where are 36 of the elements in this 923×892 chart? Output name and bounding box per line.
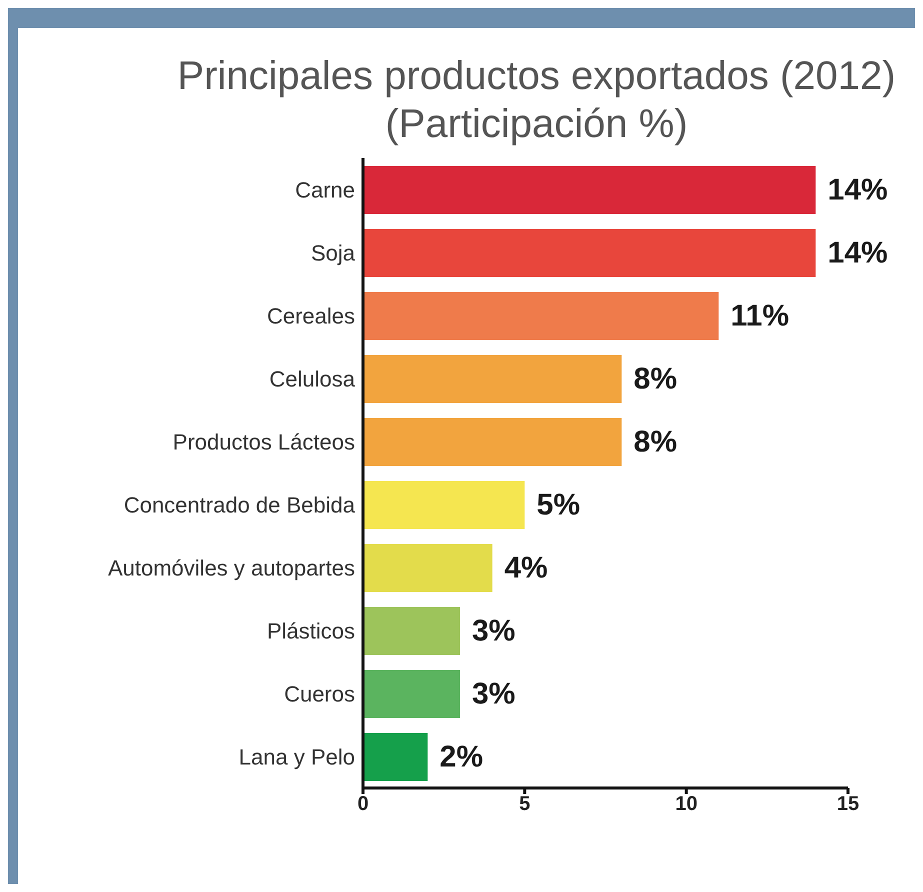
data-label: 5%	[536, 488, 580, 522]
y-tick-label: Carne	[295, 177, 355, 202]
y-tick-label: Plásticos	[266, 618, 355, 644]
y-tick-label: Concentrado de Bebida	[124, 492, 356, 518]
bar	[363, 670, 460, 718]
bar	[363, 544, 492, 592]
data-label: 4%	[504, 552, 548, 584]
bar	[363, 418, 622, 466]
y-tick-label: Soja	[310, 240, 356, 266]
y-tick-label: Productos Lácteos	[172, 429, 355, 454]
x-tick-label: 5	[519, 793, 530, 816]
chart-subtitle: (Participación %)	[384, 101, 689, 148]
data-label: 3%	[472, 614, 516, 648]
data-label: 11%	[730, 300, 790, 332]
bar	[363, 481, 525, 529]
bar	[363, 229, 816, 277]
y-tick-label: Automóviles y autopartes	[108, 555, 355, 580]
x-tick-label: 0	[357, 793, 369, 816]
x-tick-label: 10	[675, 793, 698, 816]
bar	[363, 733, 428, 781]
y-tick-label: Celulosa	[269, 366, 356, 392]
y-tick-label: Cueros	[284, 681, 355, 706]
data-label: 3%	[472, 678, 516, 710]
data-label: 14%	[828, 174, 888, 206]
x-tick-label: 15	[836, 793, 860, 816]
data-label: 14%	[828, 236, 888, 270]
chart-title: Principales productos exportados (2012)	[176, 53, 897, 100]
bar	[363, 355, 622, 403]
bar	[363, 166, 816, 214]
y-tick-label: Lana y Pelo	[238, 744, 355, 770]
bar	[363, 607, 460, 655]
data-label: 2%	[440, 740, 484, 774]
y-tick-label: Cereales	[266, 303, 355, 328]
data-label: 8%	[634, 362, 678, 396]
bar	[363, 292, 719, 340]
data-label: 8%	[634, 426, 678, 458]
